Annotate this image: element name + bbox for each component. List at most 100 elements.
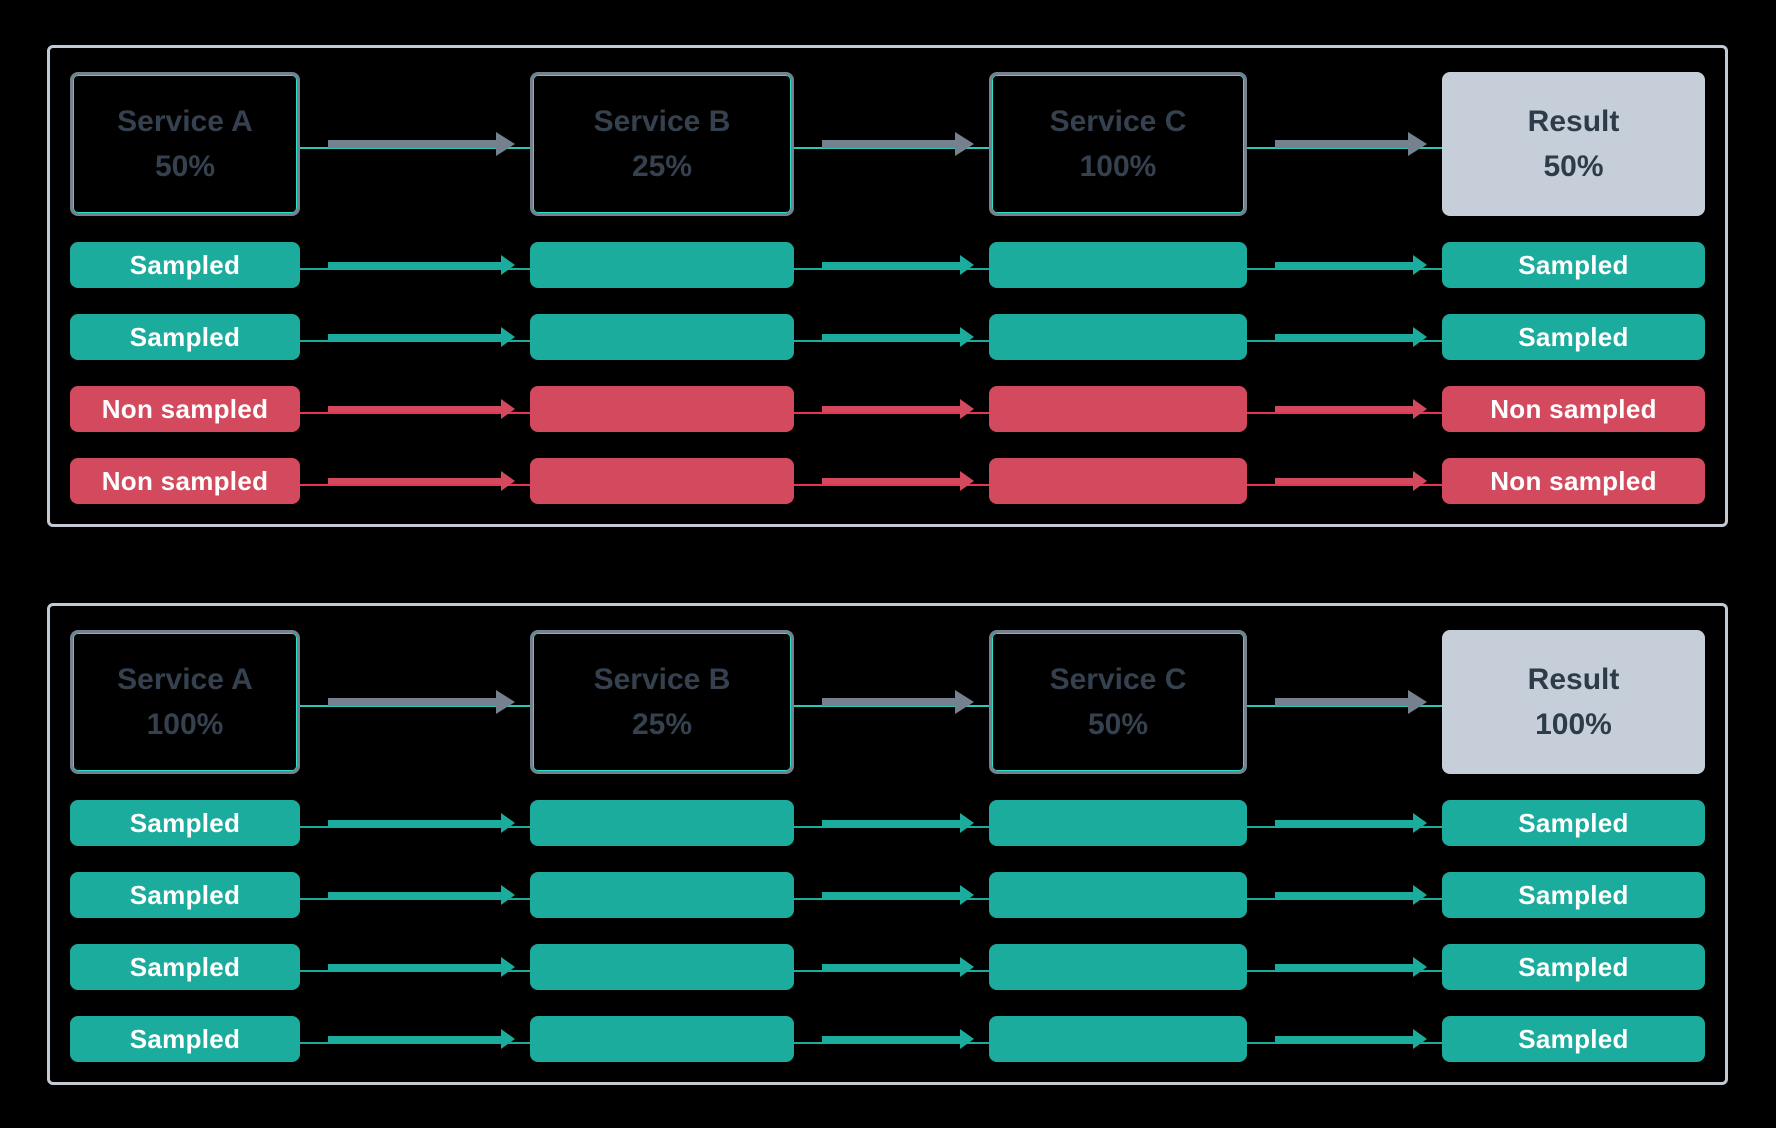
pill-label: Non sampled	[101, 465, 269, 496]
arrow-right-icon	[1247, 944, 1442, 990]
trace-pill-start: Sampled	[70, 800, 300, 846]
trace-row: Sampled Sampled	[70, 800, 1705, 846]
trace-pill-start: Sampled	[70, 1016, 300, 1062]
pill-label: Sampled	[1518, 321, 1629, 352]
pill-label: Sampled	[1518, 951, 1629, 982]
trace-row: Non sampled Non sampled	[70, 386, 1705, 432]
pill-label: Sampled	[1518, 879, 1629, 910]
service-rate: 100%	[146, 708, 224, 741]
trace-pill-start: Non sampled	[70, 386, 300, 432]
sampling-panel-100: Service A 100% Service B 25% Service C 5…	[47, 603, 1728, 1085]
arrow-right-icon	[1247, 72, 1442, 216]
trace-row: Sampled Sampled	[70, 242, 1705, 288]
service-name: Service A	[117, 105, 253, 138]
service-c-box: Service C 50%	[989, 630, 1247, 774]
trace-pill-start: Sampled	[70, 242, 300, 288]
arrow-right-icon	[794, 800, 989, 846]
trace-pill-mid	[989, 800, 1247, 846]
arrow-right-icon	[300, 630, 530, 774]
trace-pill-mid	[989, 242, 1247, 288]
pill-label: Sampled	[1518, 1023, 1629, 1054]
arrow-right-icon	[794, 630, 989, 774]
pill-label: Sampled	[129, 951, 241, 982]
arrow-right-icon	[300, 242, 530, 288]
trace-row: Non sampled Non sampled	[70, 458, 1705, 504]
trace-pill-mid	[530, 314, 794, 360]
service-name: Service C	[1049, 105, 1187, 138]
pill-label: Sampled	[129, 879, 241, 910]
arrow-right-icon	[300, 872, 530, 918]
arrow-right-icon	[300, 458, 530, 504]
arrow-right-icon	[1247, 242, 1442, 288]
arrow-right-icon	[794, 314, 989, 360]
service-rate: 25%	[631, 150, 693, 183]
sampling-panel-50: Service A 50% Service B 25% Service C 10…	[47, 45, 1728, 527]
trace-pill-mid	[530, 944, 794, 990]
result-rate: 100%	[1535, 708, 1612, 741]
pill-label: Sampled	[1518, 807, 1629, 838]
arrow-right-icon	[300, 944, 530, 990]
trace-row: Sampled Sampled	[70, 314, 1705, 360]
arrow-right-icon	[794, 1016, 989, 1062]
service-rate: 50%	[154, 150, 216, 183]
trace-pill-mid	[989, 386, 1247, 432]
trace-pill-mid	[530, 872, 794, 918]
arrow-right-icon	[794, 242, 989, 288]
service-name: Service B	[593, 663, 731, 696]
pill-label: Non sampled	[101, 393, 269, 424]
trace-pill-end: Sampled	[1442, 242, 1705, 288]
pill-label: Sampled	[1518, 249, 1629, 280]
arrow-right-icon	[300, 72, 530, 216]
trace-pill-mid	[989, 1016, 1247, 1062]
trace-pill-mid	[530, 242, 794, 288]
arrow-right-icon	[1247, 800, 1442, 846]
arrow-right-icon	[1247, 1016, 1442, 1062]
service-rate: 50%	[1087, 708, 1149, 741]
services-row: Service A 50% Service B 25% Service C 10…	[70, 72, 1705, 216]
result-name: Result	[1527, 105, 1620, 138]
trace-pill-start: Non sampled	[70, 458, 300, 504]
arrow-right-icon	[794, 458, 989, 504]
trace-pill-mid	[989, 314, 1247, 360]
service-name: Service A	[117, 663, 253, 696]
pill-label: Non sampled	[1490, 465, 1657, 496]
arrow-right-icon	[1247, 386, 1442, 432]
trace-pill-mid	[989, 872, 1247, 918]
trace-pill-mid	[989, 944, 1247, 990]
result-box: Result 100%	[1442, 630, 1705, 774]
service-a-box: Service A 50%	[70, 72, 300, 216]
arrow-right-icon	[300, 800, 530, 846]
arrow-right-icon	[1247, 872, 1442, 918]
trace-pill-end: Sampled	[1442, 314, 1705, 360]
pill-label: Sampled	[129, 249, 241, 280]
trace-row: Sampled Sampled	[70, 1016, 1705, 1062]
trace-row: Sampled Sampled	[70, 872, 1705, 918]
result-name: Result	[1527, 663, 1620, 696]
service-name: Service B	[593, 105, 731, 138]
trace-row: Sampled Sampled	[70, 944, 1705, 990]
pill-label: Non sampled	[1490, 393, 1657, 424]
arrow-right-icon	[300, 386, 530, 432]
arrow-right-icon	[1247, 630, 1442, 774]
service-a-box: Service A 100%	[70, 630, 300, 774]
result-box: Result 50%	[1442, 72, 1705, 216]
arrow-right-icon	[794, 386, 989, 432]
result-rate: 50%	[1543, 150, 1604, 183]
trace-pill-mid	[989, 458, 1247, 504]
trace-pill-mid	[530, 800, 794, 846]
service-b-box: Service B 25%	[530, 630, 794, 774]
service-c-box: Service C 100%	[989, 72, 1247, 216]
trace-pill-end: Sampled	[1442, 800, 1705, 846]
service-rate: 100%	[1079, 150, 1157, 183]
service-rate: 25%	[631, 708, 693, 741]
trace-pill-start: Sampled	[70, 314, 300, 360]
pill-label: Sampled	[129, 1023, 241, 1054]
service-b-box: Service B 25%	[530, 72, 794, 216]
arrow-right-icon	[794, 872, 989, 918]
trace-pill-end: Sampled	[1442, 1016, 1705, 1062]
trace-pill-end: Sampled	[1442, 944, 1705, 990]
trace-pill-mid	[530, 386, 794, 432]
trace-pill-end: Sampled	[1442, 872, 1705, 918]
arrow-right-icon	[300, 1016, 530, 1062]
pill-label: Sampled	[129, 807, 241, 838]
